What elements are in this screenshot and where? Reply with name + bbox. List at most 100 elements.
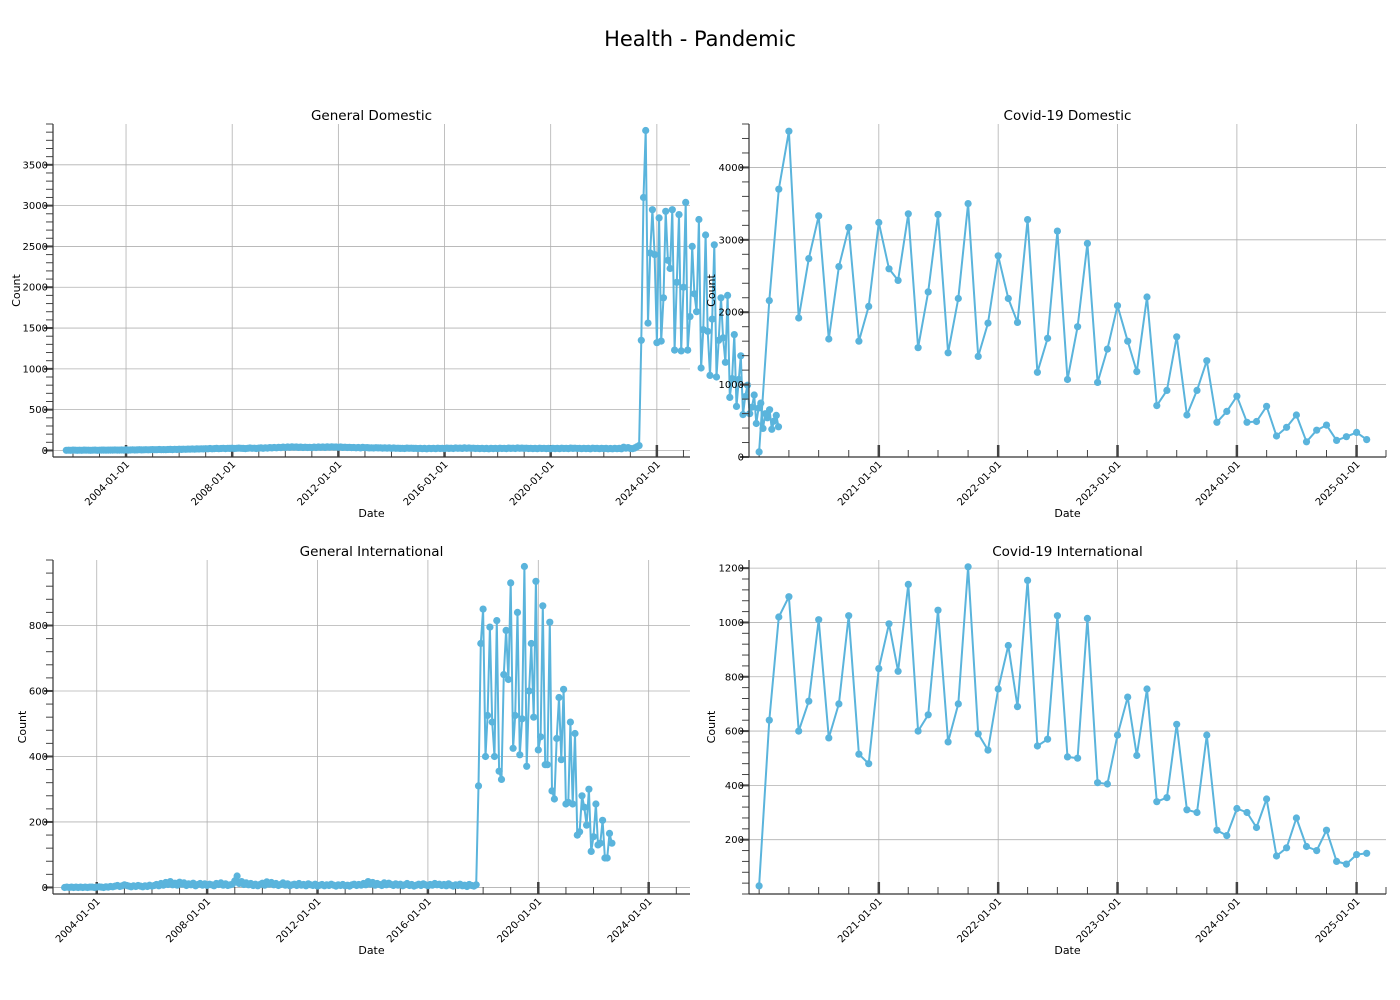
data-point — [1272, 432, 1281, 440]
data-point — [484, 711, 492, 720]
y-tick-label: 4000 — [719, 163, 744, 174]
data-point — [1183, 806, 1191, 814]
data-point — [984, 746, 992, 754]
panel-title: General Domestic — [311, 108, 432, 124]
data-point — [651, 251, 659, 259]
data-point — [785, 593, 793, 601]
data-point — [495, 767, 503, 775]
x-tick-label: 2020-01-01 — [508, 459, 557, 508]
y-tick-label: 400 — [29, 752, 48, 763]
data-point — [474, 782, 483, 790]
data-point — [233, 872, 241, 880]
data-point — [1363, 849, 1371, 857]
data-point — [1024, 576, 1032, 585]
data-point — [894, 667, 902, 675]
data-point — [746, 410, 754, 418]
series-line — [64, 565, 613, 889]
x-tick-label: 2021-01-01 — [836, 896, 885, 945]
x-tick-label: 2004-01-01 — [54, 896, 103, 945]
x-tick-label: 2016-01-01 — [402, 459, 451, 508]
data-point — [571, 729, 579, 738]
data-point — [509, 744, 517, 752]
data-point — [502, 626, 510, 635]
data-point — [1353, 851, 1361, 859]
data-point — [666, 264, 674, 273]
data-point — [697, 364, 705, 372]
data-point — [576, 828, 584, 836]
x-tick-label: 2023-01-01 — [1075, 896, 1124, 945]
data-point — [1313, 426, 1321, 434]
data-point — [732, 402, 741, 410]
data-point — [655, 214, 663, 222]
data-point — [984, 319, 992, 327]
data-point — [585, 785, 593, 793]
data-point — [726, 393, 734, 401]
data-point — [855, 337, 863, 345]
data-point — [679, 283, 688, 291]
x-axis-label: Date — [358, 507, 385, 520]
series-line — [758, 130, 1368, 452]
data-point — [1193, 808, 1201, 817]
data-point — [644, 319, 652, 327]
data-point — [578, 792, 586, 800]
data-point — [516, 751, 524, 759]
data-point — [719, 334, 727, 342]
data-point — [1313, 847, 1321, 855]
x-axis-label: Date — [1054, 507, 1081, 520]
data-point — [885, 620, 893, 628]
data-point — [695, 215, 703, 224]
data-point — [728, 375, 736, 383]
y-axis-label: Count — [16, 710, 29, 743]
y-axis-label: Count — [705, 273, 718, 306]
data-point — [490, 752, 499, 761]
data-point — [737, 352, 745, 360]
data-point — [1243, 808, 1251, 817]
data-point — [934, 210, 942, 219]
data-point — [914, 344, 922, 352]
data-point — [1124, 693, 1132, 701]
data-point — [1103, 345, 1111, 353]
data-point — [1163, 386, 1171, 394]
x-tick-label: 2024-01-01 — [614, 459, 663, 508]
data-point — [583, 821, 591, 829]
data-point — [974, 352, 982, 360]
data-point — [741, 393, 749, 401]
data-point — [704, 327, 712, 335]
data-point — [805, 697, 813, 705]
x-tick-label: 2008-01-01 — [164, 896, 213, 945]
data-point — [1292, 814, 1300, 822]
y-tick-label: 400 — [725, 781, 744, 792]
y-tick-label: 3500 — [23, 160, 48, 171]
data-point — [532, 577, 540, 585]
data-point — [724, 291, 732, 299]
data-point — [671, 346, 679, 354]
data-point — [825, 734, 833, 742]
data-point — [673, 278, 681, 286]
data-point — [639, 193, 648, 202]
data-point — [527, 639, 535, 648]
data-point — [774, 423, 783, 431]
data-point — [1063, 375, 1072, 384]
data-point — [677, 347, 685, 355]
data-point — [1013, 318, 1022, 326]
panel-title: Covid-19 International — [992, 544, 1143, 560]
data-point — [1322, 421, 1331, 429]
data-point — [752, 419, 760, 428]
data-point — [795, 727, 803, 735]
x-axis-label: Date — [358, 944, 385, 957]
y-tick-label: 2000 — [23, 283, 48, 294]
data-point — [1243, 418, 1251, 426]
data-point — [493, 617, 501, 625]
data-point — [755, 882, 763, 890]
data-point — [717, 294, 725, 302]
x-tick-label: 2025-01-01 — [1314, 896, 1363, 945]
data-point — [845, 612, 853, 620]
x-tick-label: 2004-01-01 — [83, 459, 132, 508]
data-point — [1094, 779, 1102, 787]
data-point — [845, 223, 853, 232]
data-point — [855, 750, 863, 758]
data-point — [520, 562, 529, 571]
data-point — [686, 313, 694, 321]
data-point — [1133, 368, 1141, 376]
data-point — [668, 206, 676, 214]
